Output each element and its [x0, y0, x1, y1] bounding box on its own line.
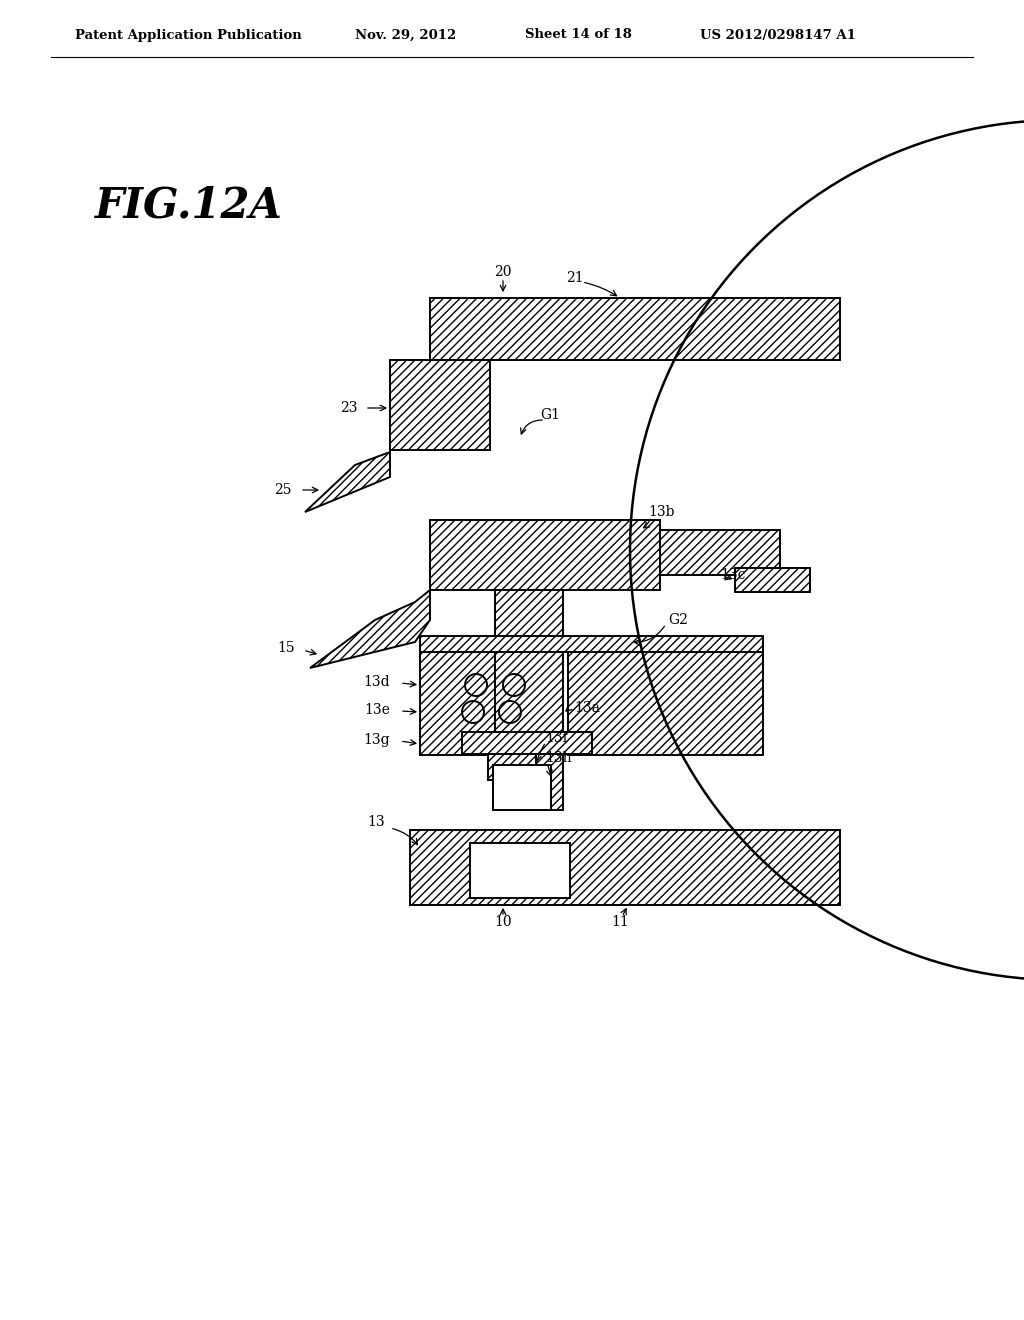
Text: 10: 10 [495, 915, 512, 929]
Polygon shape [305, 451, 390, 512]
Text: FIG.12A: FIG.12A [95, 183, 283, 226]
Text: 13h: 13h [545, 751, 571, 766]
Text: G2: G2 [668, 612, 688, 627]
Bar [462, 733, 592, 754]
Bar [420, 636, 763, 652]
Bar [488, 754, 536, 780]
Text: 13e: 13e [365, 704, 390, 717]
Bar [430, 298, 840, 360]
Text: G1: G1 [540, 408, 560, 422]
Text: 13f: 13f [545, 731, 567, 744]
Bar [493, 766, 551, 810]
Bar [470, 843, 570, 898]
Text: 25: 25 [274, 483, 292, 498]
Text: 11: 11 [611, 915, 629, 929]
Text: 20: 20 [495, 265, 512, 279]
Text: 21: 21 [566, 271, 584, 285]
Text: 15: 15 [278, 642, 295, 655]
Text: 13d: 13d [364, 675, 390, 689]
Text: 13b: 13b [648, 506, 675, 519]
Bar [735, 568, 810, 591]
Bar [568, 652, 763, 755]
Bar [410, 830, 840, 906]
Text: US 2012/0298147 A1: US 2012/0298147 A1 [700, 29, 856, 41]
Text: Patent Application Publication: Patent Application Publication [75, 29, 302, 41]
Bar [430, 520, 660, 590]
Bar [660, 531, 780, 576]
Text: 13a: 13a [574, 701, 600, 715]
Text: Sheet 14 of 18: Sheet 14 of 18 [525, 29, 632, 41]
Bar [495, 652, 563, 810]
Text: 23: 23 [341, 401, 358, 414]
Bar [390, 360, 490, 450]
Bar [495, 590, 563, 652]
Bar [420, 652, 500, 755]
Text: 13g: 13g [364, 733, 390, 747]
Text: 13: 13 [368, 814, 385, 829]
Polygon shape [310, 590, 430, 668]
Text: Nov. 29, 2012: Nov. 29, 2012 [355, 29, 457, 41]
Text: 13c: 13c [720, 568, 745, 582]
